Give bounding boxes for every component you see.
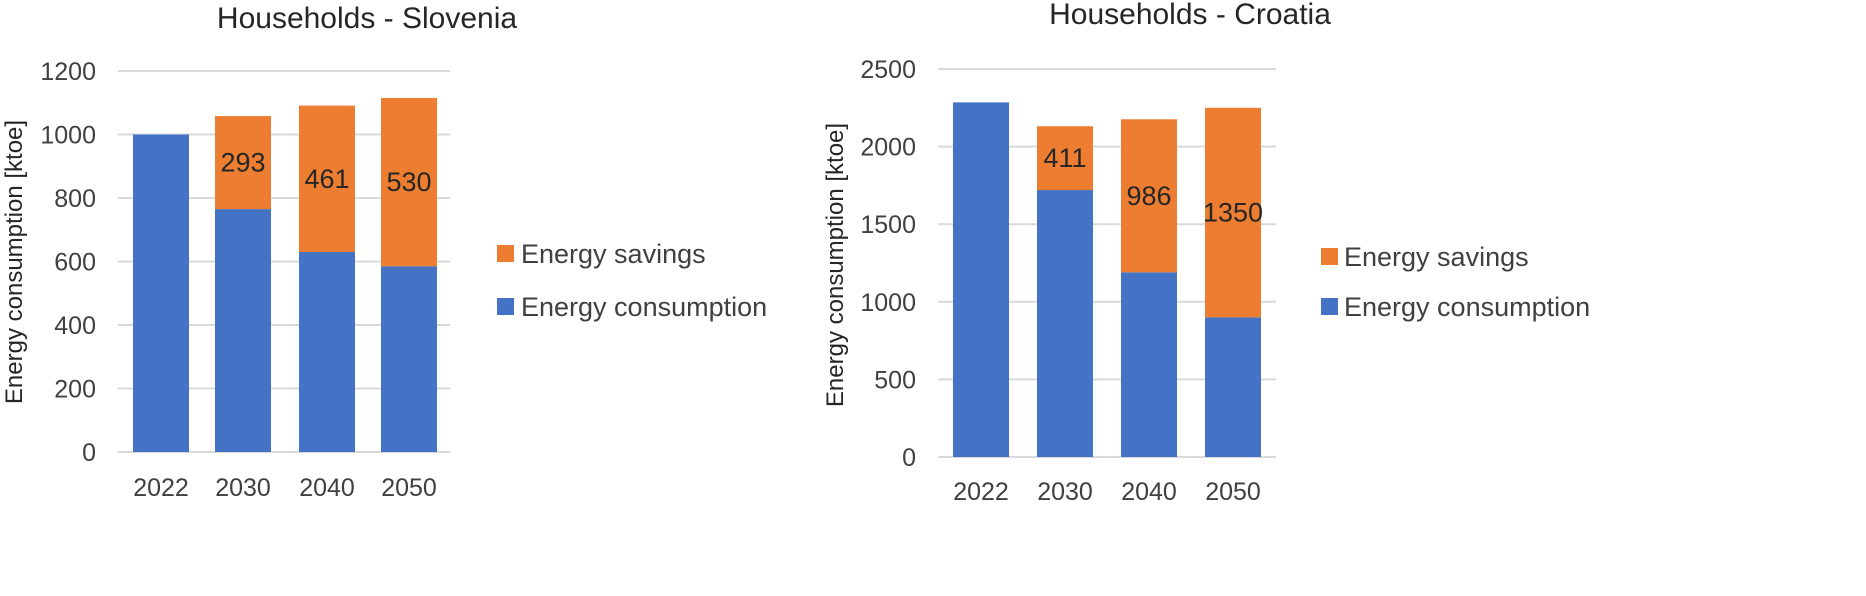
y-tick-label: 0: [902, 444, 916, 472]
y-tick-label: 1000: [860, 289, 916, 317]
x-tick-label: 2040: [1121, 478, 1177, 506]
bar-energy-savings-2040: [299, 105, 355, 252]
bar-energy-savings-2050: [1205, 107, 1261, 318]
bar-energy-consumption-2040: [1121, 272, 1177, 457]
chart-title: Households - Croatia: [1049, 0, 1331, 31]
x-tick-labels: 2022 2030 2040 2050: [133, 474, 437, 502]
y-tick-label: 500: [874, 366, 916, 394]
x-tick-label: 2040: [299, 474, 355, 502]
y-tick-labels: 0 200 400 600 800 1000 1200: [40, 58, 96, 467]
bar-energy-savings-2050: [381, 97, 437, 267]
y-tick-label: 600: [54, 249, 96, 277]
bar-energy-consumption-2030: [215, 209, 271, 452]
data-label-2040: 461: [304, 164, 349, 194]
data-label-2050: 1350: [1203, 198, 1263, 228]
bar-energy-savings-2030: [1037, 126, 1093, 191]
y-tick-label: 1500: [860, 211, 916, 239]
bar-energy-consumption-2022: [133, 134, 189, 452]
y-axis-label: Energy consumption [ktoe]: [1, 120, 28, 404]
y-tick-label: 400: [54, 312, 96, 340]
x-tick-label: 2022: [133, 474, 189, 502]
bar-energy-consumption-2050: [381, 266, 437, 452]
y-tick-label: 2500: [860, 56, 916, 84]
data-label-2040: 986: [1126, 181, 1171, 211]
legend-label-energy-savings: Energy savings: [1344, 242, 1529, 272]
y-axis-label: Energy consumption [ktoe]: [822, 123, 849, 407]
legend-label-energy-consumption: Energy consumption: [1344, 292, 1590, 322]
y-tick-label: 0: [82, 439, 96, 467]
data-label-2030: 411: [1043, 143, 1086, 173]
legend-swatch-energy-consumption: [1321, 298, 1338, 315]
legend-label-energy-savings: Energy savings: [521, 239, 706, 269]
x-tick-label: 2030: [215, 474, 271, 502]
legend-swatch-energy-savings: [497, 245, 514, 262]
y-tick-label: 1000: [40, 122, 96, 150]
bar-energy-consumption-2040: [299, 251, 355, 452]
bars: [133, 97, 437, 452]
bar-energy-consumption-2030: [1037, 190, 1093, 457]
bar-energy-savings-2040: [1121, 119, 1177, 273]
x-tick-labels: 2022 2030 2040 2050: [953, 478, 1261, 506]
data-labels: 411 986 1350: [1043, 143, 1263, 227]
y-tick-label: 800: [54, 185, 96, 213]
data-label-2050: 530: [386, 167, 431, 197]
x-tick-label: 2030: [1037, 478, 1093, 506]
bars: [953, 102, 1261, 458]
y-tick-label: 200: [54, 376, 96, 404]
chart-slovenia: Households - Slovenia Energy consumption…: [1, 2, 767, 502]
data-labels: 293 461 530: [220, 148, 431, 198]
y-tick-labels: 0 500 1000 1500 2000 2500: [860, 56, 916, 472]
y-tick-label: 2000: [860, 134, 916, 162]
x-tick-label: 2050: [1205, 478, 1261, 506]
y-tick-label: 1200: [40, 58, 96, 86]
legend-swatch-energy-savings: [1321, 248, 1338, 265]
data-label-2030: 293: [220, 148, 265, 178]
x-tick-label: 2050: [381, 474, 437, 502]
chart-title: Households - Slovenia: [217, 2, 517, 35]
chart-croatia: Households - Croatia Energy consumption …: [822, 0, 1590, 506]
bar-energy-consumption-2050: [1205, 317, 1261, 457]
legend-swatch-energy-consumption: [497, 298, 514, 315]
bar-energy-consumption-2022: [953, 102, 1009, 458]
bar-energy-savings-2030: [215, 116, 271, 210]
legend-label-energy-consumption: Energy consumption: [521, 292, 767, 322]
legend: Energy savings Energy consumption: [1321, 242, 1590, 322]
x-tick-label: 2022: [953, 478, 1009, 506]
legend: Energy savings Energy consumption: [497, 239, 767, 322]
